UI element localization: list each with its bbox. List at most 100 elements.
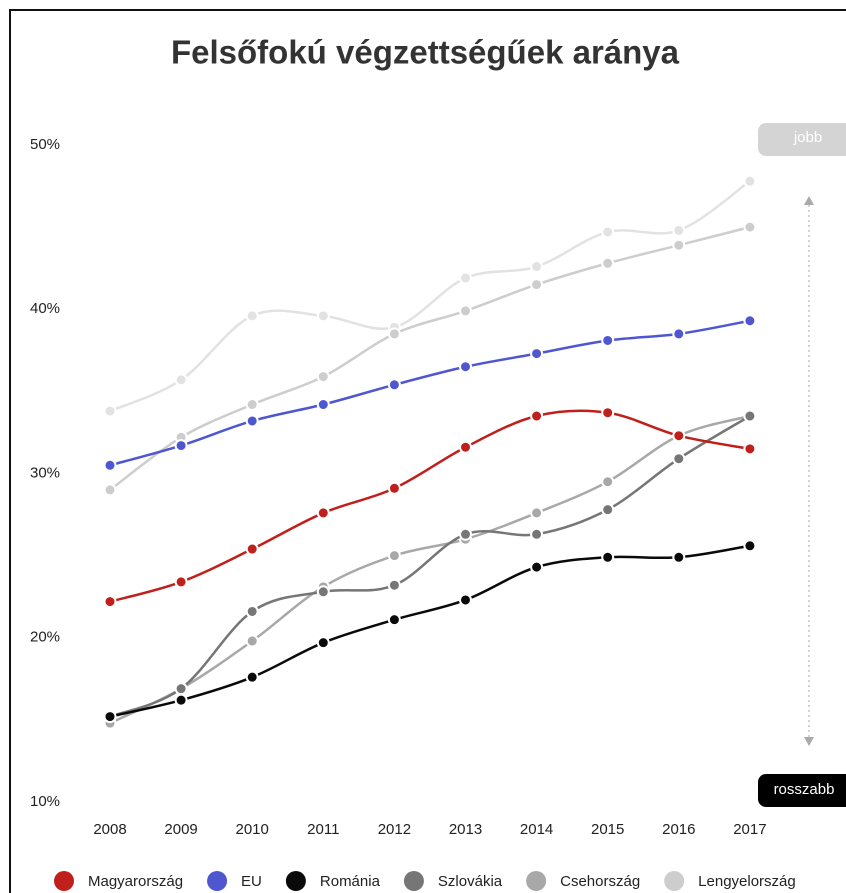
point: [103, 483, 117, 497]
point: [601, 333, 615, 347]
worse-pill: [758, 774, 846, 807]
series-line: [109, 414, 751, 718]
point: [601, 256, 615, 270]
point: [459, 440, 472, 454]
point: [316, 370, 330, 384]
x-tick-label: 2011: [307, 821, 339, 838]
point: [743, 442, 757, 456]
point: [316, 398, 330, 412]
point: [387, 481, 401, 495]
point: [530, 506, 544, 520]
x-tick-label: 2008: [93, 821, 126, 838]
chart-title: Felsőfokú végzettségűek aránya: [171, 34, 680, 71]
point: [743, 314, 757, 328]
point: [387, 549, 401, 563]
y-tick-label: 40%: [30, 300, 60, 317]
point: [743, 409, 757, 423]
point: [672, 429, 686, 443]
point: [743, 220, 757, 234]
x-tick-label: 2013: [449, 821, 482, 838]
legend-label: EU: [241, 873, 262, 890]
point: [530, 527, 544, 541]
better-label: jobb: [793, 129, 822, 146]
point: [174, 693, 188, 707]
worse-label: rosszabb: [774, 781, 835, 798]
point: [316, 636, 330, 650]
x-tick-label: 2016: [662, 821, 695, 838]
legend-swatch: [526, 871, 547, 891]
point: [672, 238, 686, 252]
y-tick-label: 50%: [30, 136, 60, 153]
legend-label: Románia: [320, 873, 381, 890]
x-tick-label: 2012: [378, 821, 411, 838]
point: [387, 578, 401, 592]
point: [245, 634, 259, 648]
series-line: [109, 414, 751, 725]
point: [387, 378, 401, 392]
legend-swatch: [54, 871, 74, 891]
point: [672, 223, 686, 237]
point: [530, 347, 544, 361]
x-tick-label: 2014: [520, 821, 553, 838]
point: [530, 409, 544, 423]
series-line: [109, 319, 751, 467]
point: [174, 575, 188, 589]
y-tick-label: 30%: [30, 464, 60, 481]
point: [316, 506, 330, 520]
point: [174, 373, 188, 387]
point: [530, 260, 544, 274]
point: [601, 503, 615, 517]
point: [245, 542, 259, 556]
point: [245, 398, 259, 412]
point: [743, 174, 757, 188]
point: [245, 414, 259, 428]
series-line: [109, 180, 751, 413]
point: [601, 225, 615, 239]
frame: [9, 9, 846, 893]
y-tick-label: 10%: [30, 793, 60, 810]
legend-label: Szlovákia: [438, 873, 503, 890]
legend-swatch: [664, 871, 685, 891]
point: [387, 327, 401, 341]
point: [245, 604, 259, 618]
series-line: [109, 544, 751, 718]
point: [530, 278, 544, 292]
legend-label: Csehország: [560, 873, 640, 890]
point: [103, 458, 117, 472]
point: [245, 670, 259, 684]
point: [316, 585, 330, 599]
legend-label: Magyarország: [88, 873, 183, 890]
x-tick-label: 2015: [591, 821, 624, 838]
legend-swatch: [207, 871, 228, 891]
point: [601, 475, 615, 489]
point: [672, 452, 686, 466]
point: [601, 406, 615, 420]
x-tick-label: 2017: [733, 821, 766, 838]
legend-label: Lengyelország: [698, 873, 796, 890]
legend-swatch: [403, 871, 424, 891]
x-tick-label: 2010: [236, 821, 269, 838]
point: [459, 360, 472, 374]
point: [245, 309, 259, 323]
point: [103, 404, 117, 418]
point: [601, 550, 615, 564]
y-tick-label: 20%: [30, 629, 60, 646]
point: [103, 595, 117, 609]
better-pill: [758, 123, 846, 156]
point: [672, 327, 686, 341]
point: [459, 304, 472, 318]
point: [743, 539, 757, 553]
point: [174, 682, 188, 696]
point: [459, 593, 472, 607]
point: [459, 527, 472, 541]
point: [530, 560, 544, 574]
x-tick-label: 2009: [164, 821, 197, 838]
legend-swatch: [285, 871, 306, 891]
point: [316, 309, 330, 323]
point: [459, 271, 472, 285]
series-line: [109, 409, 751, 603]
series-line: [109, 225, 751, 491]
point: [672, 550, 686, 564]
point: [174, 439, 188, 453]
